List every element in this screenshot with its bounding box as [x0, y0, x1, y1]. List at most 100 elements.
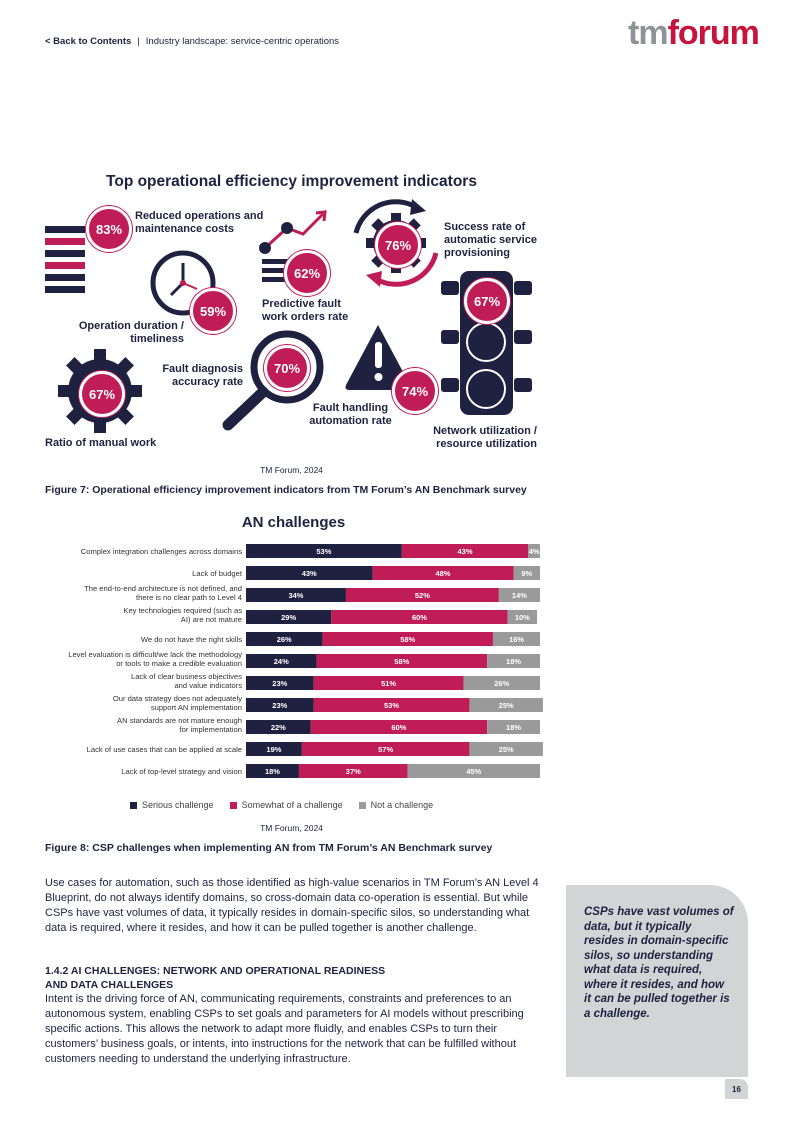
data-label: 10%: [515, 613, 530, 622]
page-number: 16: [725, 1079, 748, 1099]
data-label: 9%: [521, 569, 532, 578]
bar-segment: [310, 720, 488, 734]
bar-segment: [246, 632, 323, 646]
bar-segment: [313, 698, 470, 712]
bar-segment: [507, 610, 538, 624]
pct-bubble: 76%: [375, 222, 421, 268]
data-label: 51%: [381, 679, 396, 688]
data-label: 25%: [499, 701, 514, 710]
bar-segment: [498, 588, 540, 602]
bar-segment: [246, 610, 332, 624]
bar-segment: [313, 676, 464, 690]
category-label: We do not have the right skills: [141, 635, 242, 644]
chart-title: AN challenges: [241, 514, 346, 531]
figure7-source: TM Forum, 2024: [260, 465, 323, 475]
stacked-bars-icon: [45, 226, 85, 293]
breadcrumb: < Back to Contents | Industry landscape: s…: [45, 36, 339, 47]
category-label: The end-to-end architecture is not defin…: [84, 584, 242, 602]
bar-segment: [298, 764, 408, 778]
data-label: 18%: [506, 723, 521, 732]
indicator-label: Network utilization / resource utilizati…: [433, 425, 537, 450]
body-paragraph: Intent is the driving force of AN, commu…: [45, 993, 524, 1065]
legend-item: Somewhat of a challenge: [229, 800, 343, 810]
bar-segment: [469, 698, 543, 712]
section-heading: 1.4.2 AI CHALLENGES: NETWORK AND OPERATI…: [45, 965, 386, 991]
data-label: 37%: [346, 767, 361, 776]
category-label: Lack of use cases that can be applied at…: [87, 745, 242, 754]
data-label: 43%: [458, 547, 473, 556]
pct-bubble: 59%: [190, 288, 236, 334]
bar-segment: [301, 742, 470, 756]
figure8-source: TM Forum, 2024: [260, 823, 323, 833]
data-label: 53%: [384, 701, 399, 710]
data-label: 60%: [391, 723, 406, 732]
category-label: AN standards are not mature enough for im…: [117, 716, 242, 734]
indicator-label: Reduced operations and maintenance costs: [135, 210, 264, 235]
category-label: Level evaluation is difficult/we lack th…: [68, 650, 242, 668]
an-challenges-chart: Complex integration challenges across do…: [68, 544, 543, 778]
data-label: 26%: [277, 635, 292, 644]
data-label: 26%: [494, 679, 509, 688]
data-label: 25%: [499, 745, 514, 754]
pct-bubble: 83%: [86, 206, 132, 252]
indicator-label: Operation duration / timeliness: [78, 320, 184, 345]
data-label: 45%: [466, 767, 481, 776]
data-label: 19%: [266, 745, 281, 754]
data-label: 18%: [506, 657, 521, 666]
pct-bubble: 74%: [392, 368, 438, 414]
data-label: 43%: [302, 569, 317, 578]
category-label: Lack of clear business objectives and val…: [131, 672, 242, 690]
back-to-contents-link[interactable]: < Back to Contents: [45, 36, 132, 47]
category-label: Lack of top-level strategy and vision: [121, 767, 242, 776]
pull-quote: CSPs have vast volumes of data, but it t…: [566, 885, 748, 1077]
indicator-label: Fault handling automation rate: [309, 402, 392, 427]
data-label: 29%: [281, 613, 296, 622]
bar-segment: [372, 566, 514, 580]
chart-legend: Serious challenge Somewhat of a challeng…: [130, 800, 433, 810]
data-label: 34%: [288, 591, 303, 600]
data-label: 23%: [272, 701, 287, 710]
bar-segment: [407, 764, 540, 778]
data-label: 23%: [272, 679, 287, 688]
bar-segment: [487, 654, 540, 668]
figure8-caption: Figure 8: CSP challenges when implementi…: [45, 842, 493, 854]
data-label: 58%: [400, 635, 415, 644]
bar-segment: [513, 566, 540, 580]
data-label: 18%: [265, 767, 280, 776]
data-label: 57%: [378, 745, 393, 754]
bar-segment: [463, 676, 540, 690]
bar-segment: [528, 544, 540, 558]
data-label: 53%: [316, 547, 331, 556]
bar-segment: [246, 566, 373, 580]
bar-segment: [246, 742, 302, 756]
pull-quote-text: CSPs have vast volumes of data, but it t…: [584, 906, 734, 1020]
legend-item: Serious challenge: [130, 800, 214, 810]
bar-segment: [345, 588, 499, 602]
indicator-label: Success rate of automatic service provis…: [444, 221, 537, 259]
data-label: 52%: [415, 591, 430, 600]
bar-segment: [246, 544, 402, 558]
indicator-label: Predictive fault work orders rate: [262, 298, 349, 323]
category-label: Complex integration challenges across do…: [81, 547, 242, 556]
bar-segment: [322, 632, 493, 646]
indicator-label: Ratio of manual work: [45, 437, 157, 449]
bar-segment: [246, 764, 299, 778]
bar-segment: [469, 742, 543, 756]
clock-icon: [150, 250, 216, 316]
warning-icon: [345, 325, 411, 390]
bar-segment: [246, 698, 314, 712]
category-label: Our data strategy does not adequately sup…: [113, 694, 242, 712]
infographic-title: Top operational efficiency improvement i…: [106, 173, 477, 190]
figure7-caption: Figure 7: Operational efficiency improve…: [45, 484, 527, 496]
bar-segment: [492, 632, 540, 646]
bar-segment: [246, 676, 314, 690]
magnifier-icon: [222, 330, 324, 431]
data-label: 16%: [509, 635, 524, 644]
bar-segment: [246, 654, 317, 668]
section-title: Industry landscape: service-centric oper…: [145, 36, 340, 47]
pct-bubble: 67%: [464, 278, 510, 324]
bar-segment: [487, 720, 540, 734]
data-label: 58%: [394, 657, 409, 666]
legend-item: Not a challenge: [358, 800, 433, 810]
pct-bubble: 62%: [284, 250, 330, 296]
